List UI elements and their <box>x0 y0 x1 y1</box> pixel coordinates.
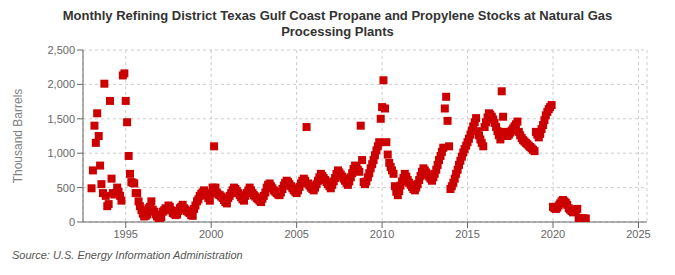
svg-text:2020: 2020 <box>541 228 565 240</box>
svg-text:Thousand Barrels: Thousand Barrels <box>11 89 25 184</box>
html-text:Source: U.S. Energy Informatio: Source: U.S. Energy Information Administ… <box>12 249 243 261</box>
svg-text:2,000: 2,000 <box>47 78 75 90</box>
svg-text:2010: 2010 <box>370 228 394 240</box>
svg-text:2015: 2015 <box>455 228 479 240</box>
svg-text:1,500: 1,500 <box>47 113 75 125</box>
svg-text:1,000: 1,000 <box>47 147 75 159</box>
svg-text:0: 0 <box>69 216 75 228</box>
svg-text:2000: 2000 <box>199 228 223 240</box>
svg-text:1995: 1995 <box>113 228 137 240</box>
svg-text:2005: 2005 <box>284 228 308 240</box>
svg-text:2,500: 2,500 <box>47 44 75 56</box>
svg-text:2025: 2025 <box>626 228 650 240</box>
svg-text:500: 500 <box>57 182 75 194</box>
html-text:Monthly Refining District Texa: Monthly Refining District Texas Gulf Coa… <box>62 8 613 23</box>
html-text:Processing Plants: Processing Plants <box>281 24 394 39</box>
